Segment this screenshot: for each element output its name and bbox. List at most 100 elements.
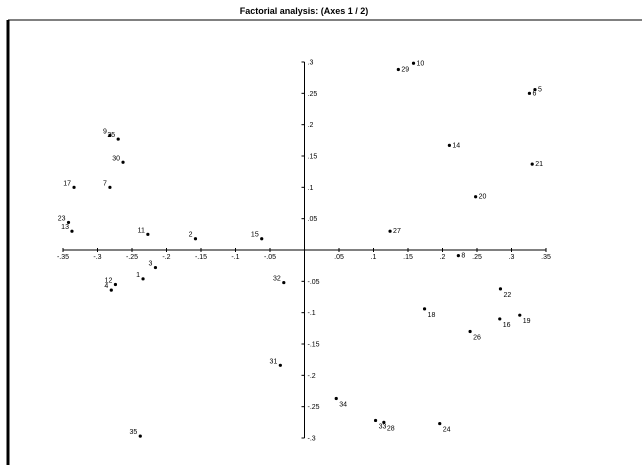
point-label-10: 10 xyxy=(417,60,425,67)
point-label-33: 33 xyxy=(379,423,387,430)
point-label-3: 3 xyxy=(149,261,153,268)
point-label-27: 27 xyxy=(393,228,401,235)
axes-group: -.35 -.3 -.25 -.2 -.15 -.1 -.05.05.1.15.2.25.3… xyxy=(57,60,551,443)
x-tick-label: .1 xyxy=(371,254,377,261)
y-tick-label: .3 xyxy=(308,60,314,67)
point-label-19: 19 xyxy=(523,318,531,325)
data-point-9 xyxy=(108,133,112,137)
x-tick-label: .05 xyxy=(334,254,344,261)
data-point-34 xyxy=(334,396,338,401)
point-label-24: 24 xyxy=(443,427,451,434)
point-label-35: 35 xyxy=(129,429,137,436)
point-label-2: 2 xyxy=(189,232,193,239)
data-point-31 xyxy=(278,363,282,367)
data-point-1 xyxy=(141,277,145,281)
y-tick-label: .15 xyxy=(308,154,318,161)
data-point-33 xyxy=(373,418,378,423)
x-tick-label: -.05 xyxy=(264,254,276,261)
point-label-28: 28 xyxy=(387,425,395,432)
data-point-8 xyxy=(456,254,460,258)
data-point-27 xyxy=(388,229,392,233)
point-label-13: 13 xyxy=(61,224,69,231)
data-point-10 xyxy=(411,61,416,65)
x-tick-label: .2 xyxy=(440,254,446,261)
point-label-14: 14 xyxy=(452,142,460,149)
point-label-15: 15 xyxy=(251,232,259,239)
data-point-29 xyxy=(396,67,400,72)
data-point-35 xyxy=(138,434,142,438)
y-tick-label: -.1 xyxy=(308,310,316,317)
data-point-30 xyxy=(121,160,125,164)
point-label-31: 31 xyxy=(270,358,278,365)
data-point-6 xyxy=(527,91,532,95)
point-label-18: 18 xyxy=(428,312,436,319)
point-label-23: 23 xyxy=(58,215,66,222)
y-tick-label: .1 xyxy=(308,185,314,192)
data-point-13 xyxy=(70,229,74,233)
point-label-17: 17 xyxy=(63,180,71,187)
point-label-29: 29 xyxy=(401,67,409,74)
y-tick-label: .05 xyxy=(308,216,318,223)
data-point-7 xyxy=(108,185,112,189)
data-point-5 xyxy=(533,87,537,92)
data-point-11 xyxy=(146,232,150,236)
y-tick-label: -.05 xyxy=(308,279,320,286)
point-label-5: 5 xyxy=(538,87,542,94)
y-tick-label: -.15 xyxy=(308,342,320,349)
point-label-4: 4 xyxy=(104,283,108,290)
point-label-22: 22 xyxy=(503,292,511,299)
data-point-2 xyxy=(193,237,198,241)
data-point-3 xyxy=(153,265,158,270)
data-point-4 xyxy=(109,288,113,292)
data-point-16 xyxy=(498,317,502,321)
data-point-28 xyxy=(382,420,386,424)
x-tick-label: -.2 xyxy=(162,254,170,261)
y-tick-label: -.25 xyxy=(308,404,320,411)
point-label-20: 20 xyxy=(479,194,487,201)
point-label-26: 26 xyxy=(473,334,481,341)
point-label-11: 11 xyxy=(138,227,145,234)
point-label-12: 12 xyxy=(105,277,113,284)
point-label-30: 30 xyxy=(112,155,120,162)
data-point-25 xyxy=(116,137,120,141)
point-label-34: 34 xyxy=(339,402,347,409)
point-label-6: 6 xyxy=(532,90,536,97)
data-point-20 xyxy=(474,195,478,199)
point-label-25: 25 xyxy=(107,132,115,139)
chart-title: Factorial analysis: (Axes 1 / 2) xyxy=(240,6,369,16)
data-point-26 xyxy=(468,329,472,334)
y-tick-label: .2 xyxy=(308,122,314,129)
x-tick-label: .35 xyxy=(541,254,551,261)
y-tick-label: -.3 xyxy=(308,436,316,443)
x-tick-label: .15 xyxy=(403,254,413,261)
point-label-8: 8 xyxy=(461,253,465,260)
data-point-12 xyxy=(113,282,118,287)
x-tick-label: .25 xyxy=(472,254,482,261)
data-point-21 xyxy=(530,162,534,166)
point-label-7: 7 xyxy=(103,180,107,187)
data-point-22 xyxy=(498,287,503,291)
data-point-24 xyxy=(438,421,442,426)
point-label-21: 21 xyxy=(535,161,543,168)
x-tick-label: -.3 xyxy=(93,254,101,261)
data-point-32 xyxy=(282,280,286,285)
y-tick-label: .25 xyxy=(308,91,318,98)
point-label-32: 32 xyxy=(273,276,281,283)
data-point-19 xyxy=(518,313,522,317)
data-point-14 xyxy=(447,143,451,147)
x-tick-label: .3 xyxy=(509,254,515,261)
data-point-23 xyxy=(66,220,71,225)
x-tick-label: -.35 xyxy=(57,254,69,261)
x-tick-label: -.25 xyxy=(126,254,138,261)
data-point-17 xyxy=(72,185,76,189)
data-point-15 xyxy=(260,237,264,241)
points-group: 1234567891011121314151617181920212223242… xyxy=(58,60,543,438)
x-tick-label: -.15 xyxy=(195,254,207,261)
point-label-16: 16 xyxy=(503,322,511,329)
y-tick-label: -.2 xyxy=(308,373,316,380)
data-point-18 xyxy=(422,307,427,311)
x-tick-label: -.1 xyxy=(231,254,239,261)
